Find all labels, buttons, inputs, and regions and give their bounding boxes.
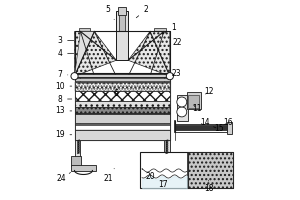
Bar <box>74 74 170 77</box>
Bar <box>74 91 170 101</box>
Bar <box>74 130 170 140</box>
Bar <box>188 95 199 108</box>
Bar <box>187 92 201 109</box>
Text: 14: 14 <box>200 118 209 127</box>
Bar <box>74 31 94 45</box>
Text: 23: 23 <box>172 69 182 78</box>
Text: 22: 22 <box>167 38 182 49</box>
Bar <box>118 7 126 15</box>
Bar <box>175 124 227 132</box>
Circle shape <box>166 73 173 80</box>
Bar <box>154 28 166 31</box>
Bar <box>174 120 175 132</box>
Text: 13: 13 <box>55 106 72 115</box>
Bar <box>140 152 233 188</box>
Bar <box>116 11 128 60</box>
Bar <box>175 125 227 130</box>
Bar <box>177 95 188 121</box>
Text: 8: 8 <box>57 95 72 104</box>
Text: 5: 5 <box>106 5 114 20</box>
Bar <box>70 156 82 166</box>
Text: 3: 3 <box>57 36 74 45</box>
Bar <box>74 114 170 123</box>
Text: 17: 17 <box>158 180 168 189</box>
Bar <box>150 31 170 45</box>
Text: 12: 12 <box>204 87 213 96</box>
Text: 20: 20 <box>142 169 155 181</box>
Bar <box>227 122 232 134</box>
Polygon shape <box>128 31 170 76</box>
Bar <box>74 123 170 130</box>
Text: 6: 6 <box>114 89 119 98</box>
Bar <box>74 101 170 107</box>
Circle shape <box>177 107 187 117</box>
Polygon shape <box>74 31 94 76</box>
Text: 10: 10 <box>55 82 72 91</box>
Bar <box>74 107 170 113</box>
Bar <box>74 42 80 166</box>
Text: 16: 16 <box>224 118 233 127</box>
Bar <box>74 73 170 140</box>
Bar <box>74 78 170 81</box>
Bar <box>74 82 170 91</box>
Text: 24: 24 <box>57 172 70 183</box>
Bar <box>79 28 90 31</box>
Bar <box>146 165 172 171</box>
Text: 4: 4 <box>57 49 74 58</box>
Text: 1: 1 <box>162 23 176 34</box>
Polygon shape <box>74 31 116 76</box>
Text: 7: 7 <box>57 70 68 79</box>
Bar <box>188 152 233 188</box>
Bar <box>70 165 96 171</box>
Text: 19: 19 <box>55 130 72 139</box>
Bar <box>74 82 170 91</box>
Text: 11: 11 <box>192 104 201 113</box>
Bar <box>187 152 188 188</box>
Text: 18: 18 <box>204 180 213 193</box>
Bar <box>164 42 170 166</box>
Bar <box>74 31 170 77</box>
Circle shape <box>71 73 78 80</box>
Bar <box>74 113 170 114</box>
Text: 21: 21 <box>103 169 114 183</box>
Circle shape <box>177 97 187 107</box>
Bar <box>162 156 173 166</box>
Text: 2: 2 <box>136 5 148 18</box>
Text: 15: 15 <box>214 124 223 133</box>
Bar <box>119 15 125 31</box>
